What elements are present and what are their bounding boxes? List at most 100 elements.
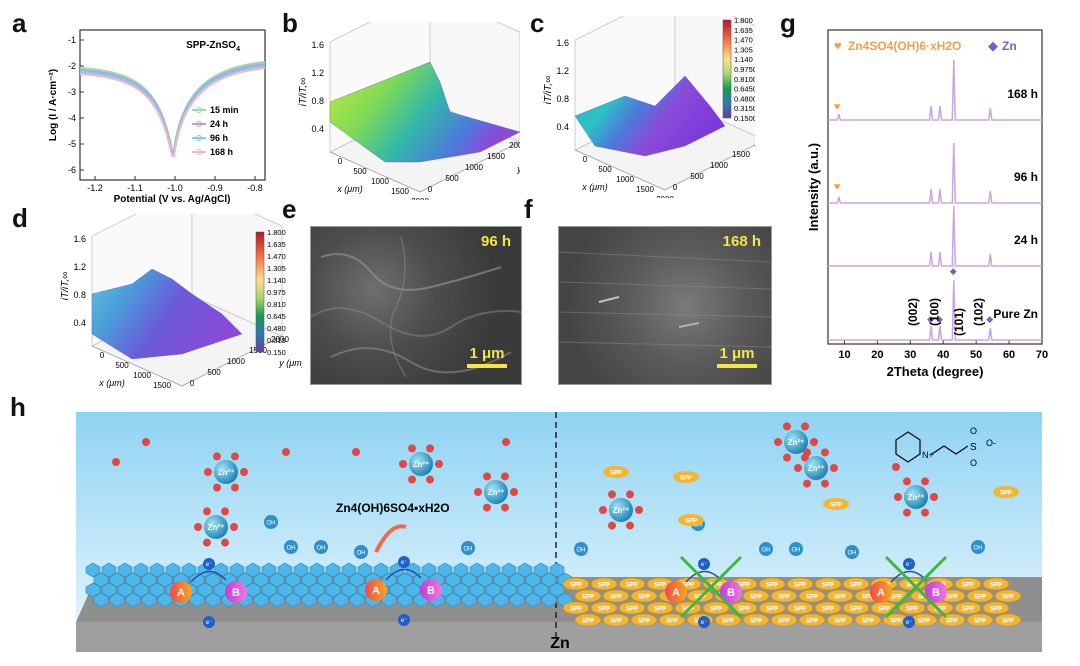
growth-arrow-icon	[374, 524, 407, 553]
hydroxide-sulfate-plate	[309, 582, 325, 598]
spp-label: SPP	[794, 607, 806, 613]
spp-adsorbed	[786, 577, 814, 591]
spp-adsorbed	[630, 613, 658, 627]
water-molecule	[240, 468, 248, 476]
hydroxide-ion	[574, 542, 588, 556]
xrd-xtick-label: 20	[871, 349, 883, 361]
spp-adsorbed	[814, 601, 842, 615]
tafel-ylabel: Log (I / A·cm⁻²)	[48, 69, 59, 141]
spp-adsorbed	[966, 613, 994, 627]
spp-label: SPP	[638, 619, 650, 625]
hydroxide-sulfate-plate	[349, 572, 365, 588]
spp-adsorbed	[742, 589, 770, 603]
hydroxide-sulfate-plate	[165, 562, 181, 578]
xrd-xtick-label: 60	[1003, 349, 1015, 361]
hydroxide-ion	[461, 541, 475, 555]
hkl-label: (002)	[906, 298, 920, 326]
spp-label: SPP	[850, 583, 862, 589]
hydroxide-sulfate-plate	[389, 582, 405, 598]
colorbar-label: 1.140	[734, 55, 753, 64]
z-tick-label: 1.6	[311, 40, 324, 50]
panel-label-e: e	[282, 194, 297, 224]
spp-label: SPP	[878, 607, 890, 613]
water-molecule	[801, 422, 809, 431]
x-tick-label: 0	[583, 155, 588, 164]
x-tick-label: 2000	[411, 197, 429, 200]
hydroxide-sulfate-plate	[541, 592, 557, 608]
xrd-xtick-label: 40	[937, 349, 949, 361]
hydroxide-sulfate-plate	[197, 582, 213, 598]
zn-peak-icon: ◆	[936, 314, 943, 324]
electron-lower	[698, 616, 710, 628]
spp-label: SPP	[906, 607, 918, 613]
site-a-label: A	[877, 587, 885, 599]
water-molecule	[830, 464, 838, 472]
electron-lower-label: e⁻	[701, 620, 708, 626]
hydroxide-sulfate-plate	[149, 582, 165, 598]
y-axis-label: y (μm)	[278, 358, 302, 368]
spp-free	[678, 514, 704, 526]
tafel-xlabel: Potential (V vs. Ag/AgCl)	[114, 194, 231, 205]
electron-label: e⁻	[206, 562, 213, 568]
tafel-ytick-label: -1	[68, 35, 76, 45]
water-molecule	[930, 493, 938, 501]
hydroxide-sulfate-plate	[493, 592, 509, 608]
spp-label: SPP	[710, 583, 722, 589]
spp-adsorbed	[826, 589, 854, 603]
zn-ion-label: Zn²⁺	[218, 468, 235, 477]
hydroxide-sulfate-plate	[549, 562, 565, 578]
spp-label: SPP	[582, 619, 594, 625]
spp-adsorbed	[954, 577, 982, 591]
spp-adsorbed	[574, 589, 602, 603]
spp-label: SPP	[722, 619, 734, 625]
substrate-label: Zn	[550, 635, 570, 652]
hydroxide-sulfate-plate	[181, 562, 197, 578]
tafel-legend-marker	[196, 121, 202, 127]
site-b	[225, 581, 247, 603]
hydroxide-sulfate-plate	[245, 562, 261, 578]
colorbar-label: 0.9750	[734, 65, 755, 74]
tafel-legend-marker	[196, 107, 202, 113]
x-tick-label: 1500	[153, 381, 171, 390]
colorbar-label: 0.6450	[734, 85, 755, 94]
water-molecule	[221, 538, 229, 547]
y-tick-label: 0	[673, 183, 678, 192]
spp-adsorbed	[982, 577, 1010, 591]
x-axis-label: x (μm)	[581, 182, 607, 192]
x-axis-label: x (μm)	[98, 378, 124, 388]
spp-label: SPP	[822, 607, 834, 613]
hydroxide-sulfate-plate	[85, 562, 101, 578]
x-tick-label: 1000	[371, 177, 389, 186]
hydroxide-sulfate-plate	[525, 592, 541, 608]
hydroxide-sulfate-plate	[309, 562, 325, 578]
spp-adsorbed	[826, 613, 854, 627]
spp-adsorbed	[646, 601, 674, 615]
zn-ion	[804, 456, 828, 480]
hydroxide-sulfate-plate	[341, 582, 357, 598]
x-tick-label: 1000	[133, 371, 151, 380]
site-b	[420, 579, 442, 601]
colorbar-label: 0.1500	[734, 114, 755, 123]
electron-lower	[903, 616, 915, 628]
zn-peak-icon: ◆	[950, 266, 957, 276]
hydroxide-sulfate-plate	[117, 562, 133, 578]
water-molecule	[231, 483, 239, 492]
water-molecule	[501, 503, 509, 512]
zn-peak-icon: ◆	[927, 314, 934, 324]
scale-bar-168h: 1 μm	[717, 345, 757, 368]
spp-label: SPP	[598, 607, 610, 613]
zn-ion	[409, 452, 433, 476]
water-molecule	[903, 508, 911, 517]
y-tick-label: 1000	[227, 357, 245, 366]
water-molecule	[426, 444, 434, 453]
water-molecule	[894, 493, 902, 501]
zn-ion-label: Zn²⁺	[613, 506, 630, 515]
hkl-label: (102)	[972, 298, 986, 326]
hydroxide-sulfate-plate	[477, 572, 493, 588]
y-tick-label: 2000	[509, 141, 520, 150]
x-tick-label: 500	[353, 167, 367, 176]
hydroxide-sulfate-plate	[333, 592, 349, 608]
panel-label-h: h	[10, 392, 26, 422]
spp-adsorbed	[786, 601, 814, 615]
electron-lower-label: e⁻	[206, 620, 213, 626]
